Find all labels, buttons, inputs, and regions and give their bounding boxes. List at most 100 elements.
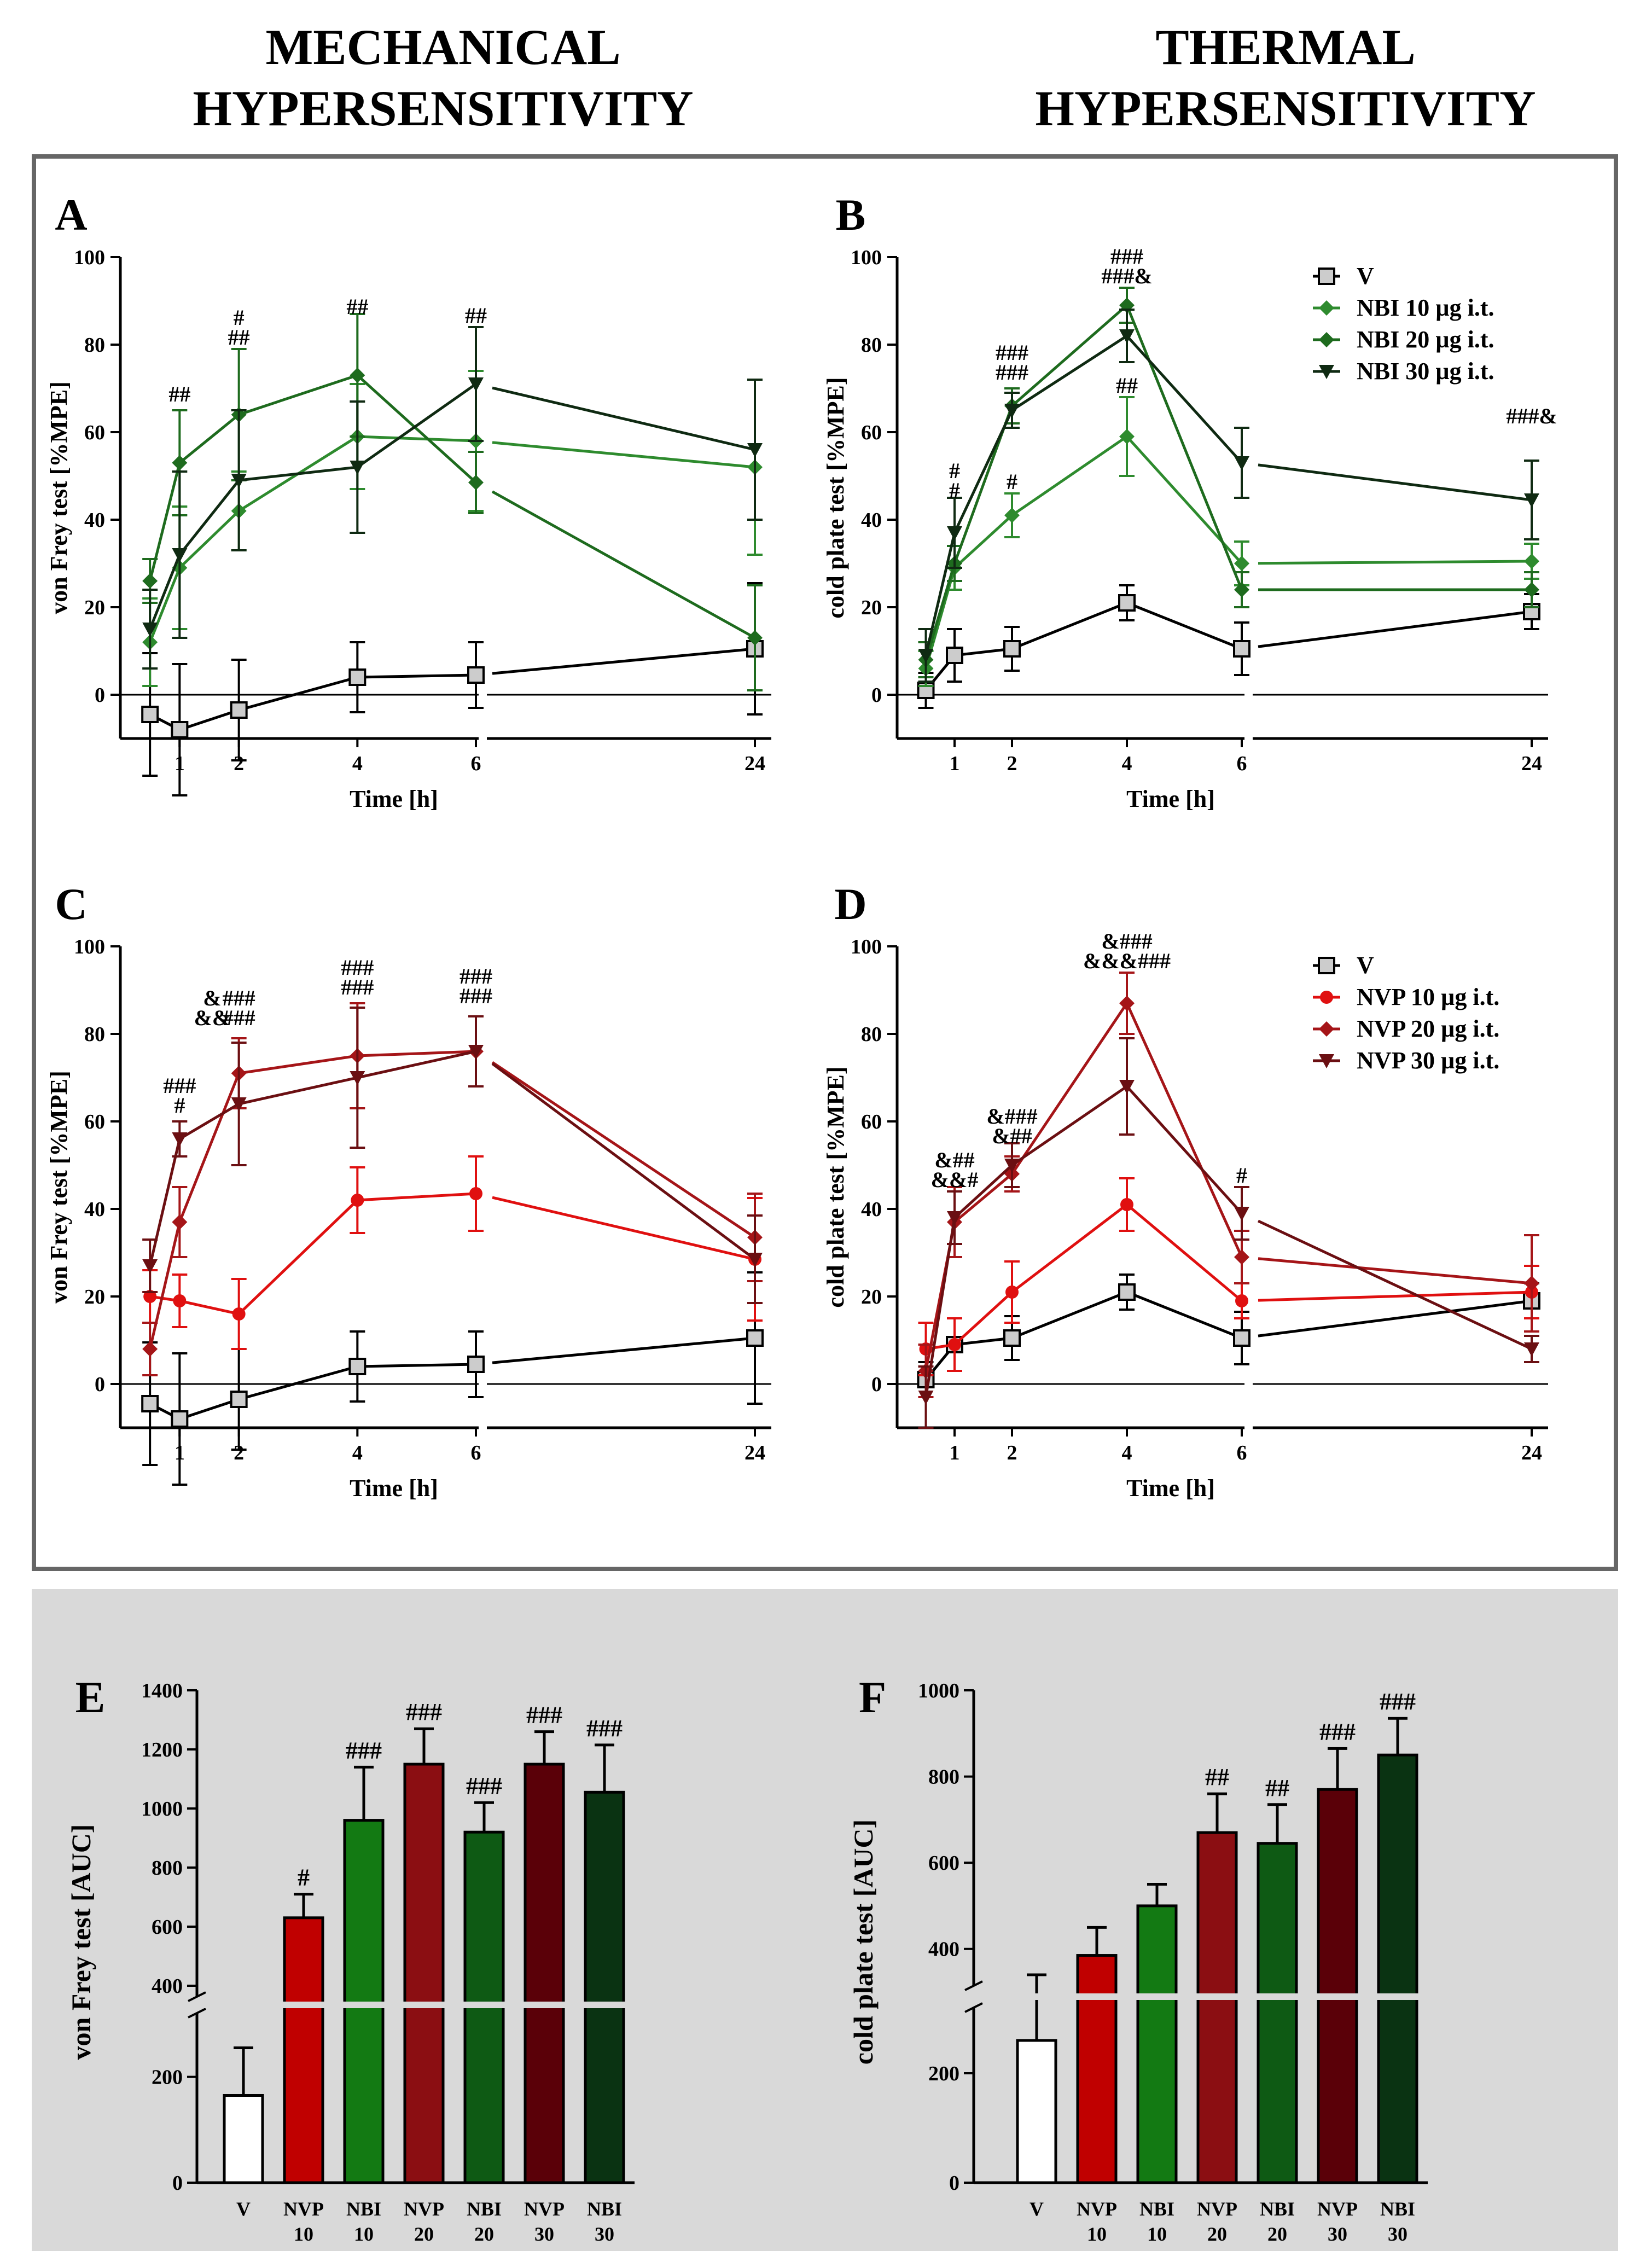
data-point	[141, 1395, 159, 1412]
x-tick-label: 2	[234, 1441, 244, 1464]
x-tick-label: 20	[1207, 2223, 1227, 2245]
axis-break-band	[201, 2002, 639, 2008]
significance-label: #	[949, 478, 960, 503]
y-axis-label: von Frey test [%MPE]	[45, 381, 72, 614]
y-axis-label: cold plate test [%MPE]	[822, 377, 849, 618]
series-line-right	[1258, 1257, 1532, 1285]
data-point	[1234, 456, 1249, 470]
x-tick-label: 20	[414, 2223, 434, 2245]
x-tick-label: 6	[1237, 752, 1247, 775]
x-tick-label: 2	[1007, 1441, 1017, 1464]
x-tick-label: V	[1030, 2198, 1044, 2220]
data-point	[142, 623, 158, 637]
data-point	[231, 1097, 247, 1112]
series-line	[924, 601, 1242, 691]
y-tick-label: 60	[84, 421, 105, 444]
data-point	[231, 474, 247, 488]
data-point	[918, 649, 934, 663]
y-tick-label: 60	[84, 1110, 105, 1133]
data-point	[230, 701, 248, 719]
series-line	[924, 1084, 1243, 1398]
y-tick-label: 100	[851, 935, 882, 958]
x-tick-label: 2	[234, 752, 244, 775]
data-point	[747, 443, 763, 457]
x-axis-label: Time [h]	[1126, 1475, 1215, 1502]
y-tick-label: 40	[861, 509, 882, 532]
bar	[283, 1916, 324, 2184]
bar	[1377, 1753, 1418, 2184]
x-tick-label: 6	[471, 1441, 481, 1464]
x-tick-label: 10	[294, 2223, 313, 2245]
data-point	[350, 461, 365, 475]
series-line-right	[1257, 1219, 1533, 1351]
series-line-right	[491, 1061, 756, 1239]
data-point	[142, 1259, 158, 1273]
y-tick-label: 200	[928, 2062, 959, 2085]
series-line	[148, 382, 477, 630]
x-axis-label: Time [h]	[1126, 786, 1215, 812]
significance-label: ###	[341, 975, 374, 999]
significance-label: ###	[466, 1772, 502, 1799]
data-point	[1234, 1249, 1249, 1265]
data-point	[747, 1253, 763, 1267]
x-tick-label: NBI	[467, 2198, 502, 2220]
significance-label: ###	[346, 1737, 382, 1764]
series-line	[924, 1290, 1242, 1381]
data-point	[468, 475, 484, 490]
significance-label: #	[949, 458, 960, 483]
significance-label: ##	[168, 382, 190, 406]
significance-label: #	[174, 1093, 185, 1118]
x-tick-label: 30	[1328, 2223, 1347, 2245]
y-tick-label: 20	[861, 1286, 882, 1309]
series-line-right	[491, 490, 756, 639]
significance-label: ###	[1110, 244, 1143, 269]
bar	[584, 1790, 625, 2184]
x-tick-label: 24	[1521, 1441, 1542, 1464]
data-point	[947, 1211, 962, 1225]
chart-panel-a: A020406080100124624Time [h]von Frey test…	[45, 190, 771, 812]
y-tick-label: 0	[95, 684, 105, 707]
panel-letter: C	[55, 879, 87, 929]
y-axis-label: von Frey test [%MPE]	[45, 1071, 72, 1304]
data-point	[1118, 1283, 1136, 1301]
significance-label: &&&###	[1083, 949, 1171, 973]
data-point	[946, 647, 963, 664]
y-tick-label: 0	[95, 1373, 105, 1396]
series-line-right	[491, 1062, 756, 1261]
x-tick-label: 10	[354, 2223, 374, 2245]
data-point	[1119, 1080, 1135, 1094]
data-point	[1524, 1276, 1539, 1291]
data-point	[1234, 556, 1249, 571]
data-point	[468, 377, 484, 392]
panel-letter: B	[836, 190, 866, 240]
time-course-frame	[32, 154, 1618, 1571]
x-tick-label: 10	[1147, 2223, 1167, 2245]
legend-marker	[1318, 957, 1335, 974]
data-point	[1004, 404, 1020, 418]
panel-letter: E	[75, 1672, 106, 1722]
x-tick-label: NVP	[404, 2198, 444, 2220]
data-point	[350, 1071, 365, 1085]
y-tick-label: 80	[84, 1023, 105, 1046]
y-axis-label: von Frey test [AUC]	[66, 1824, 96, 2060]
x-tick-label: 6	[471, 752, 481, 775]
y-tick-label: 40	[84, 509, 105, 532]
data-point	[171, 721, 189, 738]
data-point	[171, 1410, 189, 1428]
significance-label: ###	[586, 1715, 623, 1742]
data-point	[351, 1194, 364, 1207]
data-point	[348, 668, 367, 686]
data-point	[467, 1356, 485, 1373]
y-tick-label: 0	[871, 1373, 882, 1396]
data-point	[918, 1391, 934, 1405]
significance-label: ###&	[1506, 404, 1557, 428]
data-point	[232, 1307, 246, 1321]
legend-label: NVP 20 µg i.t.	[1357, 1015, 1499, 1042]
data-point	[1120, 1198, 1133, 1211]
data-point	[1005, 1286, 1019, 1299]
data-point	[1004, 508, 1020, 523]
y-tick-label: 0	[949, 2172, 959, 2195]
